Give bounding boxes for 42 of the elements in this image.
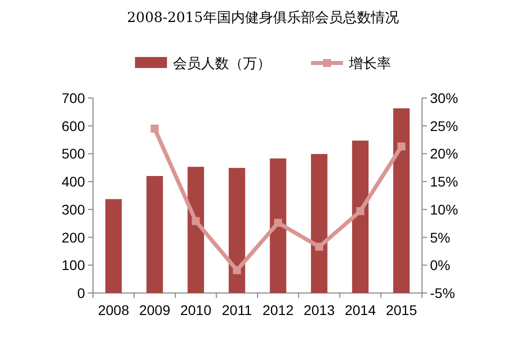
y-tick-label: 600 — [62, 118, 86, 134]
y2-tick-label: 0% — [430, 257, 450, 274]
y-tick-label: 300 — [62, 201, 86, 218]
y2-tick-label: 10% — [430, 201, 458, 218]
y2-tick-label: -5% — [430, 285, 455, 301]
point — [274, 218, 282, 227]
x-tick-label: 2013 — [304, 302, 335, 318]
point — [192, 217, 200, 226]
y-tick-label: 500 — [62, 146, 86, 162]
bar — [188, 166, 204, 293]
point — [356, 207, 364, 216]
point — [150, 124, 159, 133]
bar — [105, 199, 122, 293]
bar — [310, 154, 328, 293]
y2-tick-label: 25% — [430, 118, 458, 134]
legend-label: 会员人数（万） — [173, 55, 271, 71]
y-tick-label: 200 — [62, 229, 86, 246]
bar — [228, 168, 246, 293]
x-tick-label: 2008 — [98, 302, 130, 318]
y-tick-label: 100 — [62, 257, 86, 274]
x-tick-label: 2009 — [139, 302, 170, 318]
bar — [393, 108, 410, 293]
point — [397, 142, 406, 150]
y2-tick-label: 20% — [430, 146, 458, 162]
x-tick-label: 2012 — [262, 302, 294, 318]
x-tick-label: 2015 — [386, 302, 418, 318]
bar — [146, 176, 163, 293]
x-tick-label: 2010 — [180, 302, 212, 318]
x-tick-label: 2011 — [222, 302, 252, 318]
y-tick-label: 700 — [62, 90, 86, 106]
y-tick-label: 0 — [77, 285, 86, 301]
legend-label: 增长率 — [348, 55, 391, 71]
x-tick-label: 2014 — [344, 302, 376, 318]
bar — [270, 158, 286, 293]
point — [315, 242, 324, 251]
y-tick-label: 400 — [62, 174, 86, 190]
bar — [352, 140, 369, 293]
chart-title: 2008-2015年国内健身俱乐部会员总数情况 — [127, 10, 399, 26]
point — [232, 266, 241, 274]
y2-tick-label: 30% — [430, 90, 458, 106]
y2-tick-label: 15% — [430, 174, 458, 190]
y2-tick-label: 5% — [430, 229, 450, 246]
